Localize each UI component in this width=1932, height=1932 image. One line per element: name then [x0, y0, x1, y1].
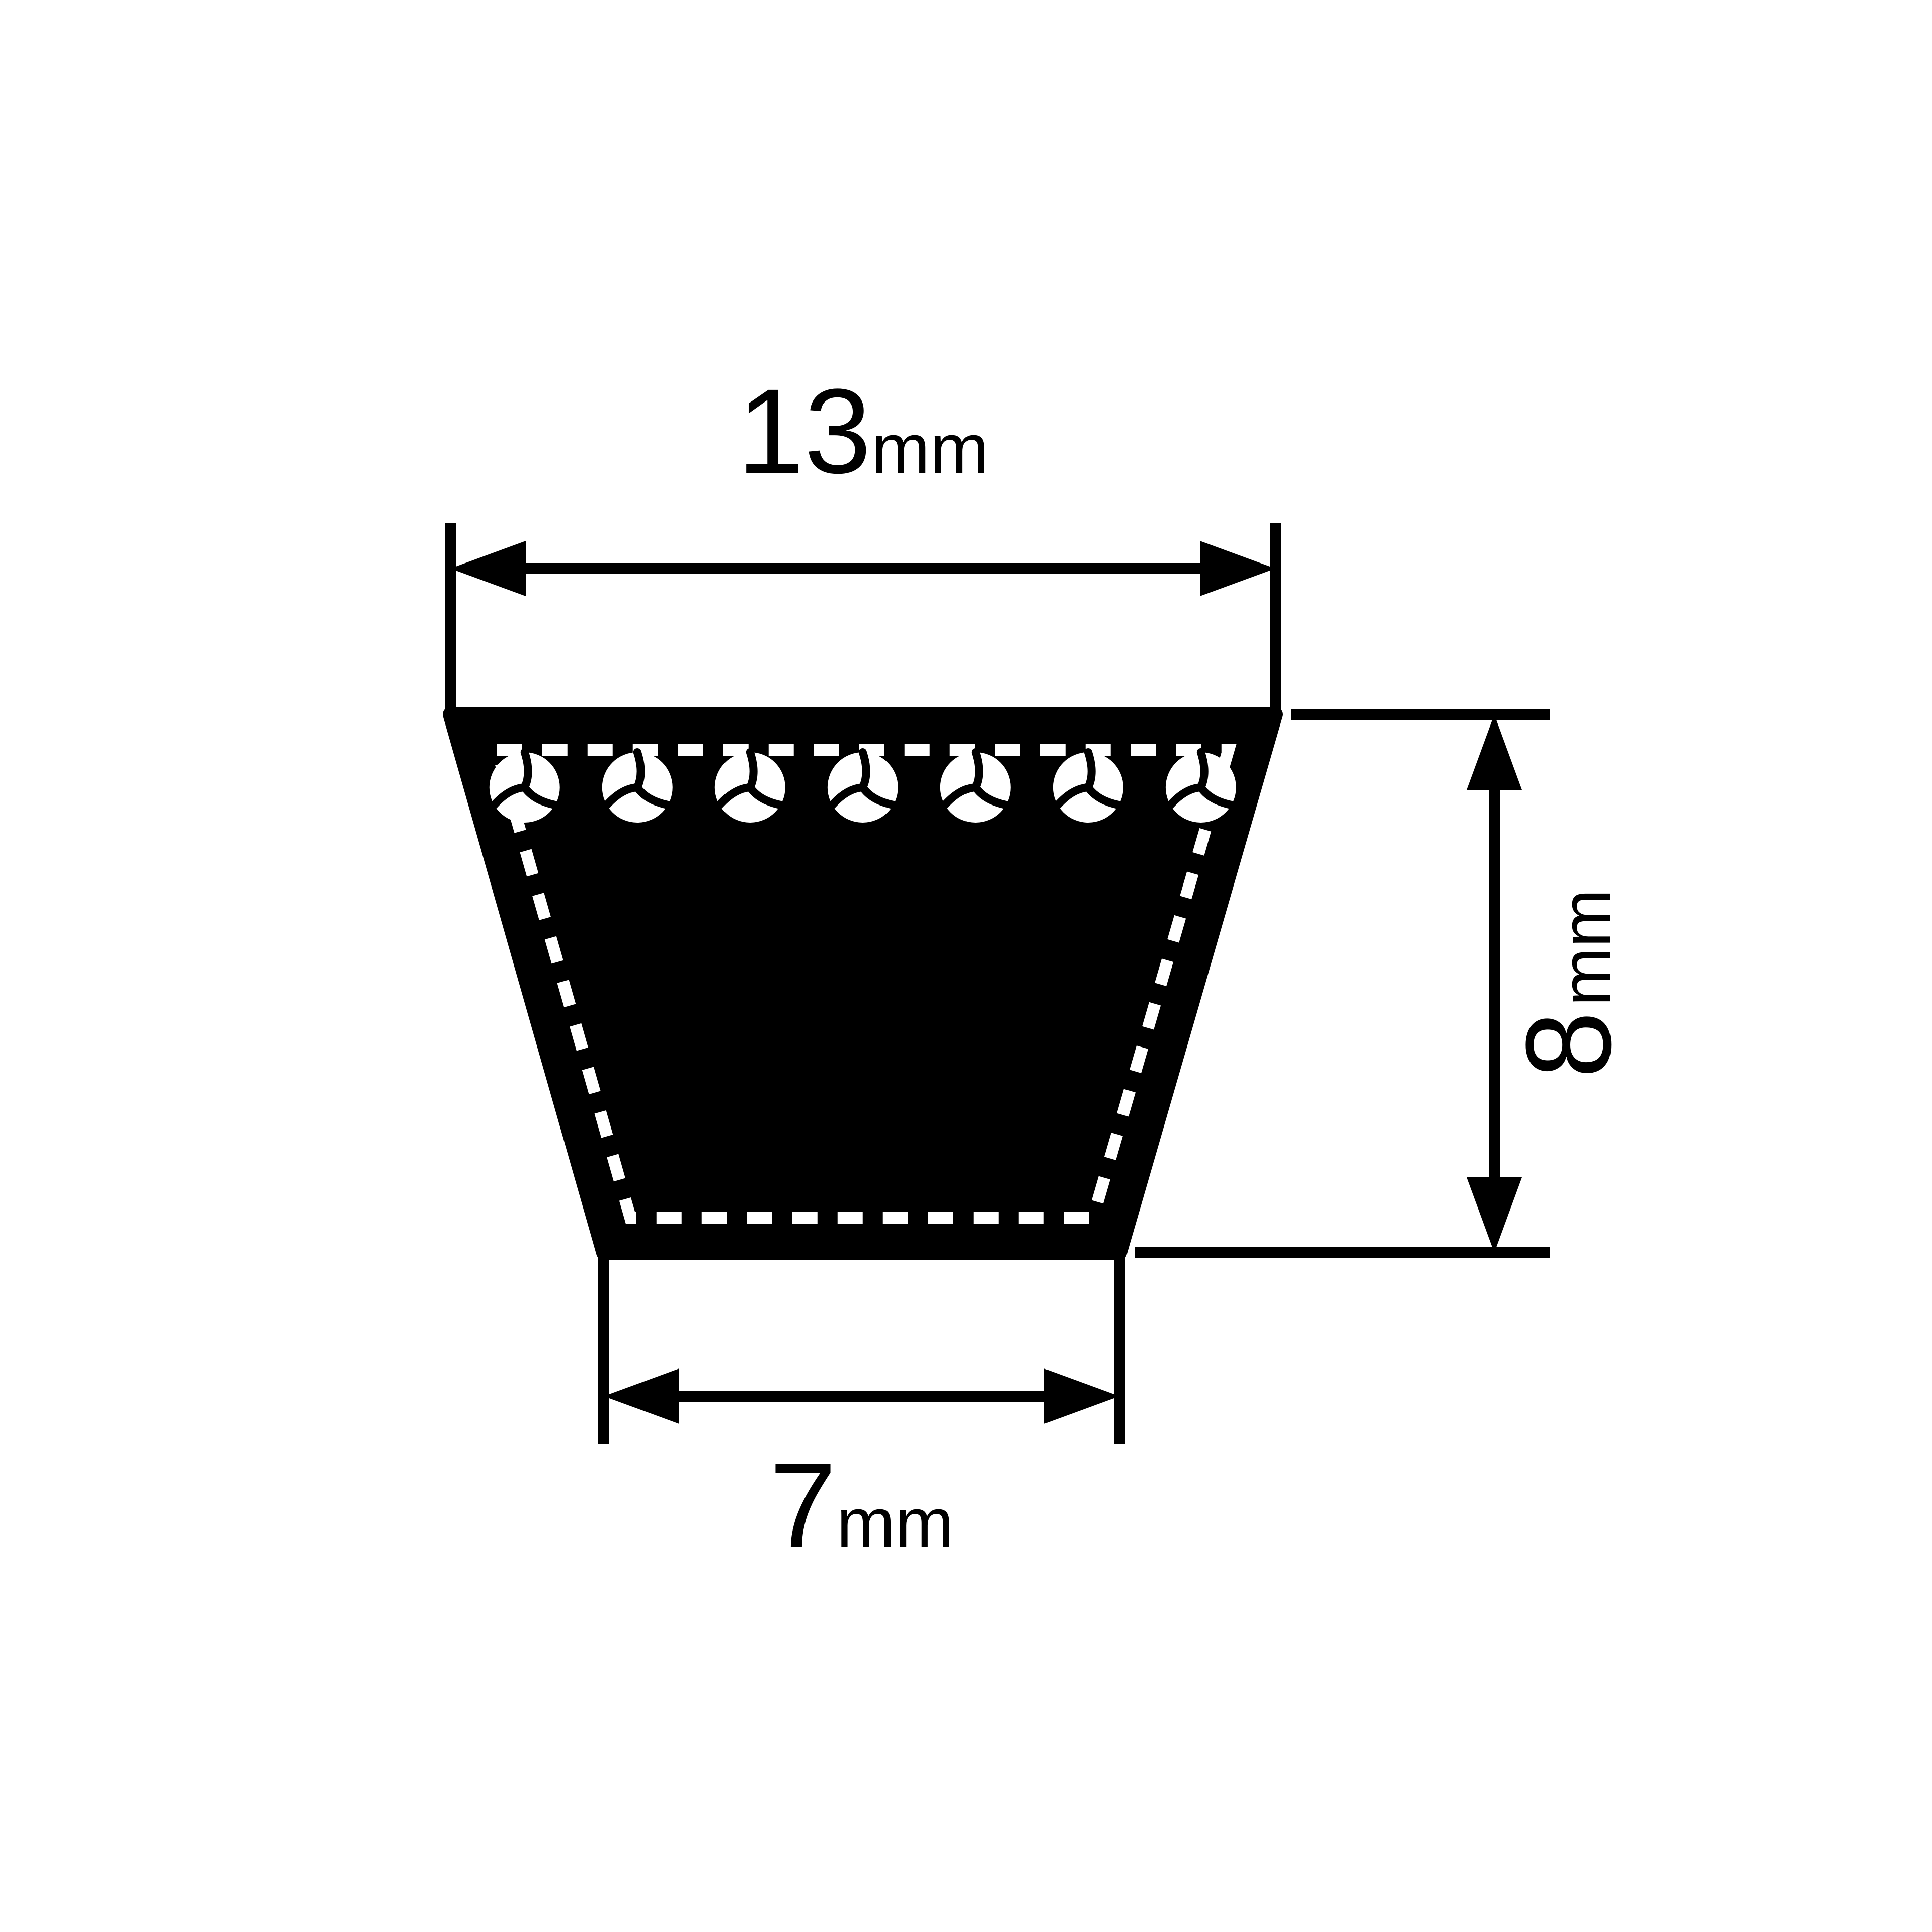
tensile-cord: [940, 752, 1011, 823]
dim-top-label: 13mm: [737, 364, 989, 499]
tensile-cord: [715, 752, 785, 823]
tensile-cord: [1053, 752, 1123, 823]
tensile-cord: [602, 752, 673, 823]
dim-height-label: 8mm: [1501, 889, 1636, 1079]
tensile-cord: [1166, 752, 1236, 823]
dim-bottom-label: 7mm: [769, 1438, 954, 1573]
dim-bottom-width: 7mm: [604, 1253, 1119, 1573]
tensile-cord: [490, 752, 560, 823]
tensile-cord: [828, 752, 898, 823]
dim-top-width: 13mm: [450, 364, 1275, 714]
